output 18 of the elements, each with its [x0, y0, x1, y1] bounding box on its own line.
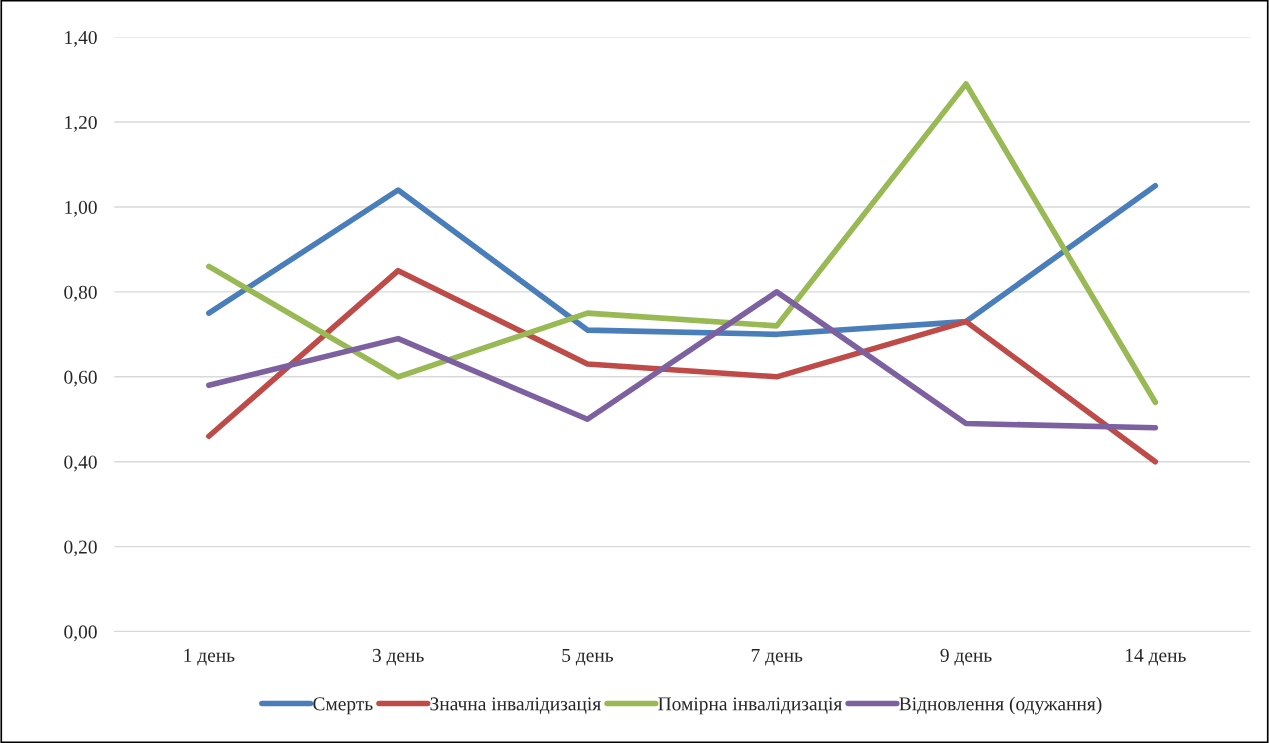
legend-label: Помірна інвалідизація: [658, 697, 842, 715]
x-tick-label: 3 день: [372, 648, 424, 666]
x-tick-label: 7 день: [751, 648, 803, 666]
y-tick-label: 0,20: [64, 540, 97, 557]
y-tick-label: 0,40: [64, 455, 97, 472]
y-tick-label: 1,40: [65, 30, 97, 47]
legend-label: Смерть: [313, 697, 373, 715]
legend-label: Відновлення (одужання): [899, 696, 1102, 715]
y-tick-label: 0,60: [64, 370, 97, 387]
x-tick-label: 1 день: [184, 648, 235, 666]
legend-label: Значна інвалідизація: [430, 697, 601, 714]
x-tick-label: 9 день: [940, 648, 992, 666]
y-tick-label: 1,00: [65, 200, 97, 217]
y-tick-label: 0,80: [64, 285, 97, 302]
x-tick-label: 14 день: [1125, 648, 1186, 666]
y-tick-label: 0,00: [64, 625, 97, 642]
x-tick-label: 5 день: [562, 648, 614, 666]
y-tick-label: 1,20: [65, 115, 97, 132]
